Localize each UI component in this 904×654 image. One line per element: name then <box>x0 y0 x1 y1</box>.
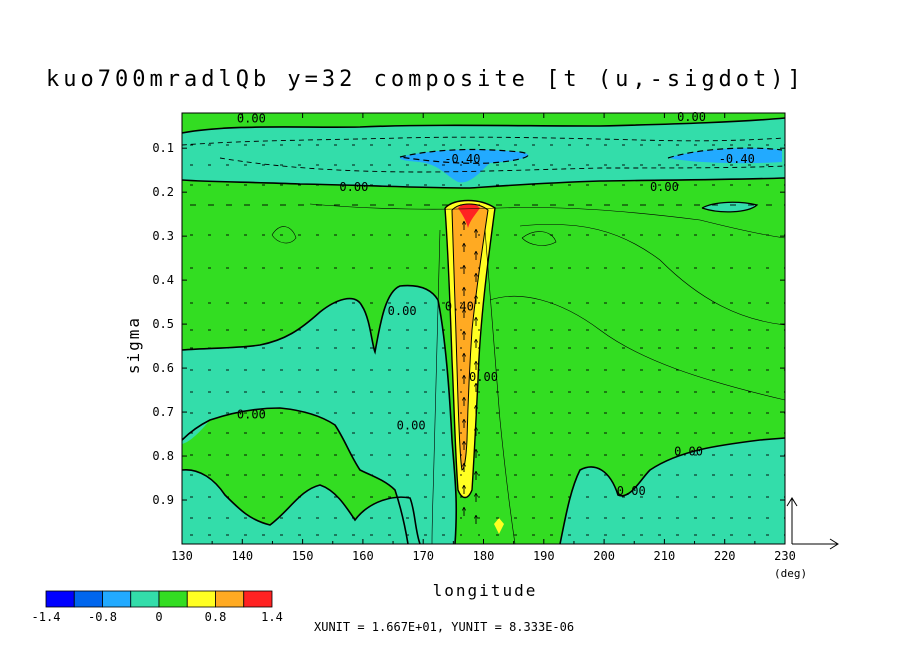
x-tick-label: 180 <box>473 549 495 563</box>
contour-east-small <box>701 201 759 213</box>
x-tick-label: 130 <box>171 549 193 563</box>
colorbar-label: -0.8 <box>88 610 117 624</box>
y-tick-label: 0.3 <box>152 229 174 243</box>
colorbar-swatch <box>158 590 188 608</box>
contour-jet-outer <box>444 199 496 499</box>
x-tick-label: 160 <box>352 549 374 563</box>
reference-vector <box>786 497 839 550</box>
y-tick-label: 0.1 <box>152 141 174 155</box>
y-tick-label: 0.6 <box>152 361 174 375</box>
jet-red <box>458 203 480 228</box>
chart-title: kuo700mradlQb y=32 composite [t (u,-sigd… <box>46 67 805 92</box>
lower-left-teal <box>182 285 457 544</box>
y-tick-label: 0.8 <box>152 449 174 463</box>
x-axis-label: longitude <box>433 581 538 600</box>
x-tick-label: 220 <box>714 549 736 563</box>
upper-blue-core <box>399 149 529 183</box>
colorbar-swatch <box>73 590 103 608</box>
y-axis: 0.1 0.2 0.3 0.4 0.5 0.6 0.7 0.8 0.9 <box>152 141 785 507</box>
contour-thin-col-2 <box>431 229 441 544</box>
x-tick-label: 140 <box>231 549 253 563</box>
contour-lines <box>182 117 785 544</box>
contour-neg-dashed-1 <box>182 136 785 146</box>
colorbar: -1.4 -0.8 0 0.8 1.4 <box>32 590 283 624</box>
contour-thin-blob-2 <box>521 231 557 246</box>
x-unit-label: (deg) <box>774 567 807 580</box>
contour-neg040 <box>399 148 529 164</box>
contour-label: -0.40 <box>444 152 480 166</box>
contour-field <box>182 113 785 544</box>
contour-zero-upper <box>182 177 785 189</box>
colorbar-swatch <box>215 590 245 608</box>
contour-lowerleft <box>182 284 458 544</box>
contour-label: 0.00 <box>650 180 679 194</box>
contour-jet-inner <box>451 203 489 471</box>
colorbar-label: 1.4 <box>261 610 283 624</box>
lower-left-teal-patch <box>182 469 420 544</box>
x-tick-label: 210 <box>654 549 676 563</box>
contour-thin-east-2 <box>489 295 785 401</box>
lower-right-teal <box>560 438 785 544</box>
contour-label: 0.00 <box>339 180 368 194</box>
x-axis: 130 140 150 160 170 180 190 200 210 220 230 <box>171 113 796 563</box>
contour-label: -0.40 <box>719 152 755 166</box>
contour-labels: 0.00 0.00 -0.40 -0.40 0.00 0.00 0.00 0.00 0.00 0.… <box>237 110 755 498</box>
contour-thin-blob <box>271 226 297 244</box>
contour-thin-east <box>519 224 785 326</box>
contour-label: 0.00 <box>388 304 417 318</box>
contour-label: 0.00 <box>674 445 703 459</box>
colorbar-swatch <box>243 590 273 608</box>
contour-thin-mid <box>309 203 785 239</box>
colorbar-swatch <box>102 590 132 608</box>
contour-label: 0.00 <box>469 370 498 384</box>
colorbar-swatch <box>130 590 160 608</box>
contour-bottom-right <box>559 437 785 544</box>
vector-field <box>190 144 785 536</box>
colorbar-label: -1.4 <box>32 610 61 624</box>
y-tick-label: 0.4 <box>152 273 174 287</box>
x-tick-label: 190 <box>533 549 555 563</box>
colorbar-swatch <box>45 590 75 608</box>
contour-label: 0.40 <box>445 300 474 314</box>
contour-thin-col <box>484 229 516 544</box>
contour-bottom-left <box>182 469 421 544</box>
contour-label: 0.00 <box>677 110 706 124</box>
y-tick-label: 0.7 <box>152 405 174 419</box>
x-tick-label: 200 <box>593 549 615 563</box>
colorbar-swatch <box>186 590 216 608</box>
colorbar-label: 0 <box>155 610 162 624</box>
y-tick-label: 0.2 <box>152 185 174 199</box>
x-tick-label: 170 <box>412 549 434 563</box>
small-yellow-blip <box>494 518 504 534</box>
y-tick-label: 0.5 <box>152 317 174 331</box>
units-note: XUNIT = 1.667E+01, YUNIT = 8.333E-06 <box>314 620 574 634</box>
contour-lower-left-loop <box>182 407 409 544</box>
contour-label: 0.00 <box>237 407 266 421</box>
contour-zero-top <box>182 117 785 134</box>
contour-label: 0.00 <box>237 112 266 126</box>
y-axis-label: sigma <box>124 316 143 374</box>
contour-neg040-east <box>667 147 783 159</box>
x-tick-label: 150 <box>292 549 314 563</box>
x-tick-label: 230 <box>774 549 796 563</box>
contour-label: 0.00 <box>397 418 426 432</box>
colorbar-label: 0.8 <box>205 610 227 624</box>
y-tick-label: 0.9 <box>152 493 174 507</box>
contour-label: 0.00 <box>617 484 646 498</box>
upper-blue-core-east <box>668 148 782 164</box>
mid-left-teal-strip <box>182 395 210 444</box>
contour-neg-dashed-2 <box>219 157 785 173</box>
